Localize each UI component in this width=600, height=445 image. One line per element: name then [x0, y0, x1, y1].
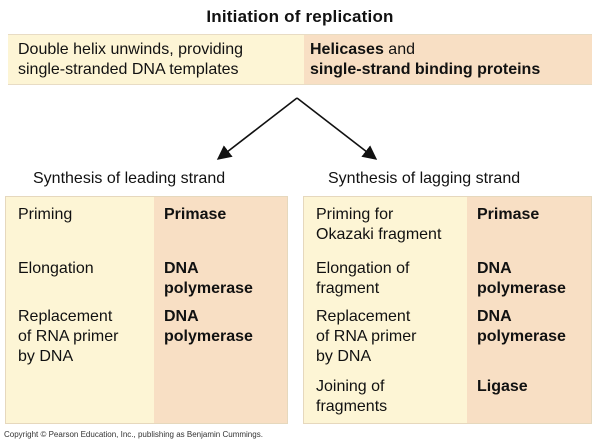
- leading-steps-column: Priming Elongation Replacement of RNA pr…: [6, 197, 154, 423]
- diagram-title: Initiation of replication: [206, 7, 394, 26]
- lagging-enzyme: DNA polymerase: [477, 260, 566, 297]
- lagging-enzyme: DNA polymerase: [477, 308, 566, 345]
- leading-strand-heading: Synthesis of leading strand: [33, 170, 226, 187]
- lagging-step: Elongation of fragment: [316, 260, 410, 297]
- lagging-step: Priming for Okazaki fragment: [316, 206, 442, 243]
- initiation-process-line: Double helix unwinds, providing: [18, 41, 244, 58]
- leading-step: Replacement of RNA primer by DNA: [18, 308, 119, 365]
- leading-enzyme: DNA polymerase: [164, 308, 253, 345]
- initiation-box: Double helix unwinds, providing single-s…: [8, 34, 592, 85]
- leading-step: Priming: [18, 206, 73, 223]
- ssb-proteins-label: single-strand binding proteins: [310, 61, 541, 78]
- lagging-step: Joining of fragments: [316, 378, 388, 415]
- lagging-step: Replacement of RNA primer by DNA: [316, 308, 417, 365]
- lagging-enzymes-column: Primase DNA polymerase DNA polymerase Li…: [467, 197, 591, 423]
- leading-step: Elongation: [18, 260, 94, 277]
- lagging-enzyme: Primase: [477, 206, 540, 223]
- leading-enzymes-column: Primase DNA polymerase DNA polymerase: [154, 197, 287, 423]
- lagging-strand-heading: Synthesis of lagging strand: [328, 170, 521, 187]
- helicases-label: Helicases: [310, 41, 384, 58]
- lagging-strand-panel: Priming for Okazaki fragment Elongation …: [303, 196, 592, 424]
- copyright-notice: Copyright © Pearson Education, Inc., pub…: [4, 430, 263, 439]
- initiation-process: Double helix unwinds, providing single-s…: [8, 35, 304, 84]
- initiation-enzyme-line: Helicases and: [310, 40, 592, 60]
- arrow-to-leading: [216, 97, 298, 160]
- arrow-to-lagging: [296, 97, 378, 160]
- leading-strand-panel: Priming Elongation Replacement of RNA pr…: [5, 196, 288, 424]
- initiation-process-line: single-stranded DNA templates: [18, 61, 239, 78]
- leading-enzyme: Primase: [164, 206, 227, 223]
- leading-enzyme: DNA polymerase: [164, 260, 253, 297]
- initiation-enzymes: Helicases and single-strand binding prot…: [304, 35, 592, 84]
- lagging-steps-column: Priming for Okazaki fragment Elongation …: [304, 197, 467, 423]
- and-label: and: [383, 41, 415, 58]
- lagging-enzyme: Ligase: [477, 378, 528, 395]
